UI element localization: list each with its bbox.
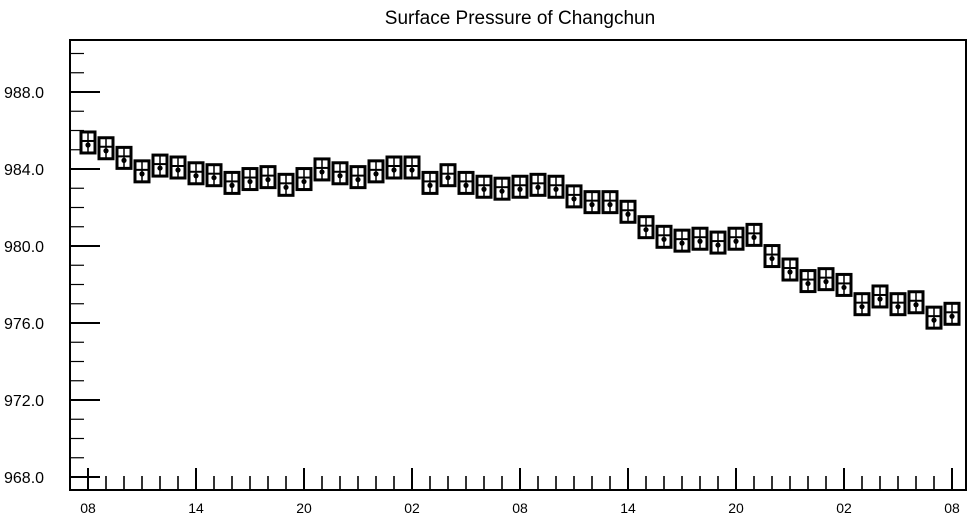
data-point bbox=[925, 305, 943, 330]
data-point bbox=[709, 230, 727, 255]
x-tick-label: 20 bbox=[296, 500, 312, 516]
data-point bbox=[313, 157, 331, 182]
data-point bbox=[691, 226, 709, 251]
data-point bbox=[295, 167, 313, 192]
x-tick-label: 14 bbox=[188, 500, 204, 516]
data-point bbox=[385, 155, 403, 180]
x-tick-label: 20 bbox=[728, 500, 744, 516]
data-point bbox=[835, 272, 853, 297]
data-point bbox=[187, 161, 205, 186]
data-point bbox=[583, 190, 601, 215]
data-point bbox=[853, 292, 871, 317]
data-point bbox=[655, 224, 673, 249]
data-point bbox=[133, 159, 151, 184]
data-point bbox=[223, 170, 241, 195]
y-tick-label: 976.0 bbox=[4, 316, 44, 333]
data-point bbox=[511, 174, 529, 199]
data-point bbox=[475, 174, 493, 199]
x-tick-label: 08 bbox=[512, 500, 528, 516]
data-point bbox=[871, 284, 889, 309]
x-tick-label: 02 bbox=[404, 500, 420, 516]
data-point bbox=[565, 184, 583, 209]
data-point bbox=[79, 130, 97, 155]
data-point bbox=[817, 267, 835, 292]
y-tick-label: 984.0 bbox=[4, 162, 44, 179]
data-point bbox=[637, 215, 655, 240]
data-point bbox=[745, 222, 763, 247]
data-point bbox=[601, 190, 619, 215]
x-tick-label: 08 bbox=[80, 500, 96, 516]
data-point bbox=[547, 174, 565, 199]
data-point bbox=[763, 244, 781, 269]
data-point bbox=[205, 163, 223, 188]
data-point bbox=[259, 165, 277, 190]
data-point bbox=[367, 159, 385, 184]
data-point bbox=[403, 155, 421, 180]
data-point bbox=[439, 163, 457, 188]
data-point bbox=[673, 228, 691, 253]
data-point bbox=[493, 176, 511, 201]
x-tick-label: 14 bbox=[620, 500, 636, 516]
chart-title: Surface Pressure of Changchun bbox=[385, 8, 655, 29]
y-tick-label: 968.0 bbox=[4, 470, 44, 487]
data-point bbox=[727, 226, 745, 251]
x-tick-label: 08 bbox=[944, 500, 960, 516]
y-tick-label: 980.0 bbox=[4, 239, 44, 256]
data-point bbox=[907, 290, 925, 315]
data-point bbox=[943, 301, 961, 326]
data-point bbox=[421, 170, 439, 195]
data-point bbox=[529, 172, 547, 197]
data-point bbox=[781, 257, 799, 282]
data-point bbox=[331, 161, 349, 186]
data-point bbox=[889, 292, 907, 317]
data-point bbox=[457, 170, 475, 195]
data-point bbox=[169, 155, 187, 180]
data-points bbox=[79, 130, 961, 330]
y-axis: 968.0 972.0 976.0 980.0 984.0 988.0 bbox=[4, 52, 100, 487]
x-tick-label: 02 bbox=[836, 500, 852, 516]
y-tick-label: 972.0 bbox=[4, 393, 44, 410]
data-point bbox=[151, 153, 169, 178]
data-point bbox=[115, 145, 133, 170]
data-point bbox=[241, 167, 259, 192]
data-point bbox=[277, 172, 295, 197]
plot-area bbox=[69, 39, 967, 491]
data-point bbox=[799, 269, 817, 294]
data-point bbox=[97, 136, 115, 161]
data-point bbox=[619, 199, 637, 224]
data-point bbox=[349, 165, 367, 190]
y-tick-label: 988.0 bbox=[4, 85, 44, 102]
x-axis: 08 14 20 02 08 14 20 02 08 bbox=[80, 468, 960, 516]
